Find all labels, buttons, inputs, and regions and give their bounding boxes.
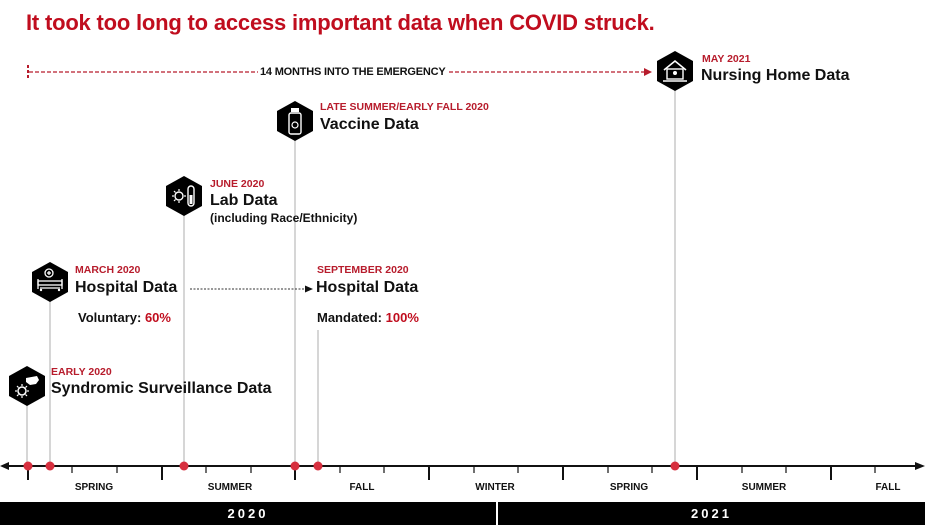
- hospital-bed-icon: [32, 262, 68, 302]
- stem-nursing-home: [674, 88, 676, 466]
- stem-lab: [183, 212, 185, 466]
- season-label: SUMMER: [741, 482, 787, 493]
- stat-value: 60%: [144, 310, 171, 325]
- page-title: It took too long to access important dat…: [26, 10, 655, 35]
- stat-value: 100%: [385, 310, 419, 325]
- year-bar-2020: 2020: [0, 502, 496, 525]
- season-label: SUMMER: [207, 482, 253, 493]
- season-label: SPRING: [609, 482, 649, 493]
- stat-label: Voluntary:: [78, 310, 142, 325]
- event-date-vaccine: LATE SUMMER/EARLY FALL 2020: [320, 101, 489, 113]
- nursing-home-icon: [657, 51, 693, 91]
- event-title-vaccine: Vaccine Data: [320, 116, 419, 133]
- marker-hospital-september: [313, 461, 323, 471]
- year-bar-2021: 2021: [498, 502, 925, 525]
- stem-vaccine: [294, 138, 296, 466]
- season-label: FALL: [875, 482, 901, 493]
- span-label: 14 MONTHS INTO THE EMERGENCY: [258, 66, 448, 78]
- season-label: FALL: [349, 482, 375, 493]
- marker-hospital-march: [45, 461, 55, 471]
- stem-hospital-september: [317, 330, 319, 466]
- vaccine-vial-icon: [277, 101, 313, 141]
- season-label: SPRING: [74, 482, 114, 493]
- event-date-hospital-september: SEPTEMBER 2020: [317, 264, 409, 276]
- event-date-syndromic: EARLY 2020: [51, 366, 112, 378]
- event-stat-hospital-september: Mandated: 100%: [317, 310, 419, 325]
- stem-syndromic: [26, 400, 28, 466]
- event-date-hospital-march: MARCH 2020: [75, 264, 141, 276]
- marker-syndromic: [23, 461, 33, 471]
- marker-vaccine: [290, 461, 300, 471]
- us-map-virus-icon: [9, 366, 45, 406]
- event-date-lab: JUNE 2020: [210, 178, 265, 190]
- stat-label: Mandated:: [317, 310, 382, 325]
- stem-hospital-march: [49, 300, 51, 466]
- hospital-progress-arrow: [190, 285, 313, 293]
- event-title-hospital-march: Hospital Data: [75, 279, 178, 296]
- event-date-nursing-home: MAY 2021: [702, 53, 751, 65]
- event-stat-hospital-march: Voluntary: 60%: [78, 310, 171, 325]
- event-title-nursing-home: Nursing Home Data: [701, 67, 850, 84]
- marker-lab: [179, 461, 189, 471]
- event-subtitle-lab: (including Race/Ethnicity): [210, 211, 358, 225]
- timeline-axis: [0, 461, 925, 480]
- event-title-syndromic: Syndromic Surveillance Data: [51, 380, 272, 397]
- season-label: WINTER: [475, 482, 515, 493]
- event-title-hospital-september: Hospital Data: [316, 279, 419, 296]
- event-title-lab: Lab Data: [210, 192, 278, 209]
- marker-nursing-home: [670, 461, 680, 471]
- virus-test-tube-icon: [166, 176, 202, 216]
